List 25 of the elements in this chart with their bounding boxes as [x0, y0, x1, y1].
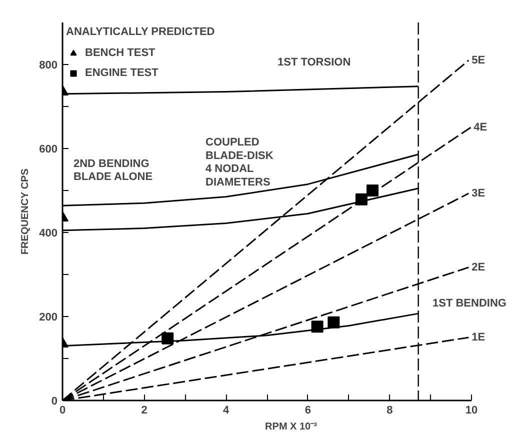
legend-title: ANALYTICALLY PREDICTED [66, 26, 215, 38]
y-tick-label: 200 [39, 312, 58, 324]
annotation: COUPLED BLADE-DISK 4 NODAL DIAMETERS [206, 136, 274, 188]
series-label: 3E [472, 187, 486, 200]
legend-label: BENCH TEST [85, 47, 156, 59]
y-tick-label: 600 [39, 144, 58, 156]
x-tick-label: 4 [223, 404, 230, 416]
series-label: 2E [472, 261, 486, 274]
y-axis-title: FREQUENCY CPS [20, 168, 32, 255]
legend-label: ENGINE TEST [85, 67, 158, 79]
x-tick-label: 6 [304, 404, 311, 416]
x-tick-label: 10 [465, 404, 478, 416]
series-label: 1E [472, 332, 486, 344]
annotation: 2ND BENDING BLADE ALONE [74, 158, 153, 184]
series-label: 5E [472, 54, 486, 66]
annotation: 1ST TORSION [278, 56, 351, 68]
y-tick-label: 0 [51, 396, 58, 408]
series-label: 4E [474, 122, 488, 134]
x-axis-title: RPM X 10⁻³ [265, 422, 318, 432]
y-tick-label: 400 [39, 228, 58, 240]
annotation: 1ST BENDING [432, 298, 506, 310]
x-tick-label: 8 [386, 404, 393, 416]
x-tick-label: 0 [59, 404, 66, 416]
x-tick-label: 2 [141, 404, 148, 416]
y-tick-label: 800 [39, 60, 58, 72]
